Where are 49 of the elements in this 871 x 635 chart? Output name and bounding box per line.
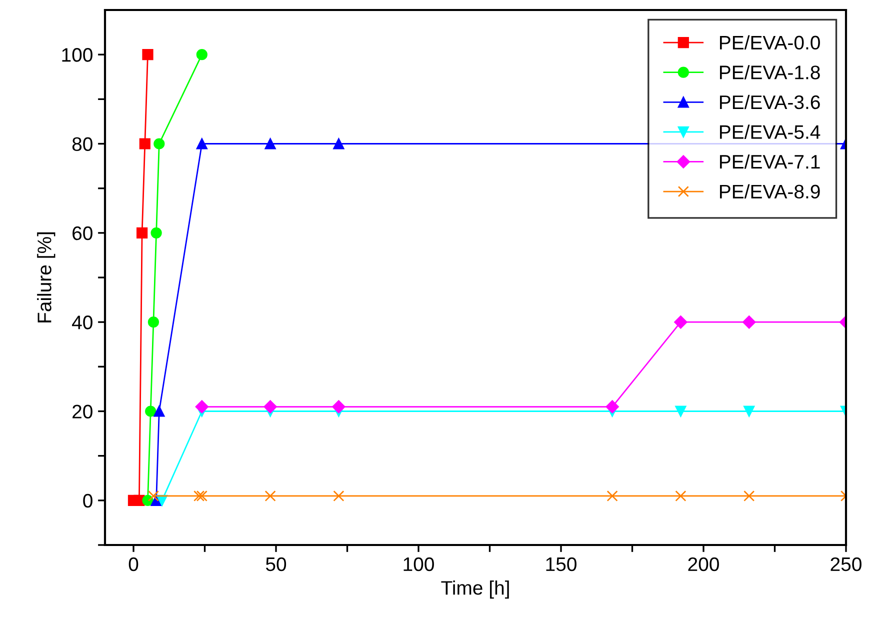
x-tick-label: 0 [128, 557, 138, 572]
point [264, 490, 276, 502]
x-tick-label: 100 [404, 557, 434, 572]
point [196, 49, 208, 60]
x-tick-label: 250 [830, 557, 862, 572]
legend-label: PE/EVA-8.9 [720, 184, 820, 199]
point [333, 490, 344, 502]
y-tick-label: 40 [72, 316, 92, 330]
point [333, 138, 344, 150]
point [606, 490, 618, 502]
legend-label: PE/EVA-3.6 [720, 94, 820, 110]
point [139, 138, 150, 150]
point [674, 315, 688, 329]
point [148, 316, 160, 328]
point [148, 490, 160, 502]
point [332, 400, 346, 414]
point [154, 138, 165, 150]
point [264, 138, 276, 150]
x-axis-title: Time [h] [441, 580, 509, 599]
y-tick-label: 0 [83, 494, 92, 508]
legend-label: PE/EVA-0.0 [720, 35, 820, 50]
point [195, 400, 208, 414]
point [193, 490, 205, 502]
legend-label: PE/EVA-5.4 [720, 124, 820, 139]
point [744, 490, 755, 502]
point [142, 494, 154, 506]
point [264, 400, 277, 414]
point [675, 490, 686, 502]
point [744, 406, 755, 417]
y-tick-label: 20 [72, 404, 92, 418]
point [145, 406, 156, 417]
point [150, 227, 162, 238]
x-tick-label: 50 [266, 557, 286, 572]
point [606, 400, 619, 414]
point [742, 315, 756, 329]
point [196, 138, 208, 150]
y-tick-label: 60 [72, 226, 92, 240]
y-tick-label: 100 [62, 48, 92, 62]
point [136, 227, 148, 238]
point [675, 406, 686, 417]
legend-label: PE/EVA-7.1 [720, 154, 820, 169]
point [196, 490, 208, 502]
x-tick-label: 150 [546, 557, 576, 572]
point [154, 406, 165, 417]
y-axis-title: Failure [%] [37, 232, 56, 322]
y-tick-label: 80 [72, 137, 92, 151]
point [142, 49, 154, 60]
x-tick-label: 200 [688, 557, 719, 572]
legend-label: PE/EVA-1.8 [720, 65, 820, 80]
